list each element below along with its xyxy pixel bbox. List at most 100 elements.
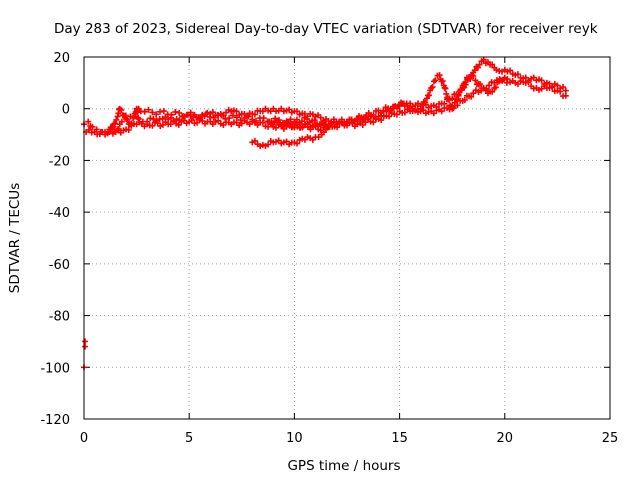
- data-point-lower-band: [378, 117, 385, 124]
- y-tick-label: -60: [49, 258, 70, 273]
- data-point-loop-segments: [370, 111, 377, 118]
- data-point-loop-segments: [482, 87, 489, 94]
- data-point-loop-segments: [426, 92, 433, 99]
- data-point-dip-segment: [299, 123, 306, 130]
- data-point-main-band: [471, 67, 478, 74]
- data-point-main-band: [538, 77, 545, 84]
- data-point-main-band: [562, 87, 569, 94]
- data-point-loop-segments: [249, 116, 256, 123]
- data-point-loop-segments: [492, 84, 499, 91]
- data-point-main-band: [554, 82, 561, 89]
- data-point-loop-segments: [451, 99, 458, 106]
- data-point-main-band: [507, 67, 514, 74]
- chart-title: Day 283 of 2023, Sidereal Day-to-day VTE…: [54, 21, 598, 37]
- data-point-lower-band: [438, 108, 445, 115]
- y-tick-label: -100: [40, 361, 70, 376]
- data-point-loop-segments: [172, 108, 179, 115]
- data-point-loop-segments: [423, 95, 430, 102]
- data-point-dip-segment: [265, 141, 272, 148]
- data-point-loop-segments: [203, 110, 210, 117]
- data-point-loop-segments: [241, 115, 248, 122]
- data-point-lower-band: [386, 113, 393, 120]
- data-point-dip-segment: [315, 126, 322, 133]
- data-point-lower-band: [554, 87, 561, 94]
- y-tick-label: -20: [49, 154, 70, 169]
- data-point-main-band: [251, 111, 258, 118]
- data-point-loop-segments: [237, 117, 244, 124]
- data-series: [81, 56, 569, 371]
- data-point-loop-segments: [472, 77, 479, 84]
- data-point-loop-segments: [106, 128, 113, 135]
- data-point-loop-segments: [195, 114, 202, 121]
- data-point-loop-segments: [442, 85, 449, 92]
- data-point-loop-segments: [206, 113, 213, 120]
- data-point-loop-segments: [500, 76, 507, 83]
- y-axis: 20 0 -20 -40 -60 -80 -100 -120: [40, 51, 610, 428]
- x-tick-label: 0: [80, 431, 88, 446]
- y-tick-label: -120: [40, 413, 70, 428]
- data-point-loop-segments: [253, 117, 260, 124]
- data-point-loop-segments: [229, 112, 236, 119]
- plot-frame: [83, 56, 611, 420]
- data-point-loop-segments: [160, 108, 167, 115]
- data-point-loop-segments: [311, 117, 318, 124]
- data-point-lower-band: [470, 90, 477, 97]
- data-point-main-band: [118, 118, 125, 125]
- data-point-loop-segments: [360, 115, 367, 122]
- data-point-main-band: [150, 116, 157, 123]
- data-point-loop-segments: [176, 109, 183, 116]
- data-point-lower-band: [125, 126, 132, 133]
- data-point-lower-band: [259, 119, 266, 126]
- data-point-loop-segments: [141, 108, 148, 115]
- data-point-dip-segment: [271, 119, 278, 126]
- x-tick-label: 5: [185, 431, 193, 446]
- data-point-loop-segments: [298, 118, 305, 125]
- x-axis-label: GPS time / hours: [287, 458, 400, 474]
- data-point-lower-band: [525, 79, 532, 86]
- data-point-main-band: [85, 118, 92, 125]
- data-point-dip-segment: [291, 124, 298, 131]
- x-tick-label: 10: [286, 431, 303, 446]
- data-point-lower-band: [401, 109, 408, 116]
- data-point-loop-segments: [226, 115, 233, 122]
- data-point-main-band: [560, 84, 567, 91]
- data-point-loop-segments: [462, 79, 469, 86]
- x-axis: 0 5 10 15 20 25: [80, 57, 618, 446]
- data-point-main-band: [209, 109, 216, 116]
- data-point-loop-segments: [458, 87, 465, 94]
- data-point-loop-segments: [187, 109, 194, 116]
- x-tick-label: 25: [602, 431, 619, 446]
- data-point-lower-band: [562, 92, 569, 99]
- data-point-lower-band: [514, 81, 521, 88]
- data-point-lower-band: [461, 96, 468, 103]
- data-point-lower-band: [149, 122, 156, 129]
- data-point-loop-segments: [260, 115, 267, 122]
- data-point-loop-segments: [436, 72, 443, 79]
- data-point-loop-segments: [321, 121, 328, 128]
- data-point-main-band: [493, 66, 500, 73]
- data-point-loop-segments: [343, 120, 350, 127]
- data-point-main-band: [467, 75, 474, 82]
- data-point-loop-segments: [124, 116, 131, 123]
- data-point-dip-segment: [294, 140, 301, 147]
- x-tick-label: 15: [391, 431, 408, 446]
- data-point-loop-segments: [450, 105, 457, 112]
- data-point-lower-band: [557, 88, 564, 95]
- data-point-lower-band: [486, 82, 493, 89]
- y-tick-label: 0: [62, 103, 70, 118]
- data-point-loop-segments: [463, 74, 470, 81]
- y-tick-label: -40: [49, 206, 70, 221]
- data-point-loop-segments: [128, 120, 135, 127]
- data-point-loop-segments: [380, 107, 387, 114]
- data-point-main-band: [476, 61, 483, 68]
- data-point-loop-segments: [432, 77, 439, 84]
- data-point-main-band: [480, 56, 487, 63]
- data-point-loop-segments: [153, 111, 160, 118]
- data-point-loop-segments: [180, 113, 187, 120]
- data-point-loop-segments: [183, 111, 190, 118]
- data-point-dip-segment: [315, 134, 322, 141]
- data-point-main-band: [233, 108, 240, 115]
- data-point-loop-segments: [395, 103, 402, 110]
- data-point-loop-segments: [145, 106, 152, 113]
- data-point-main-band: [89, 123, 96, 130]
